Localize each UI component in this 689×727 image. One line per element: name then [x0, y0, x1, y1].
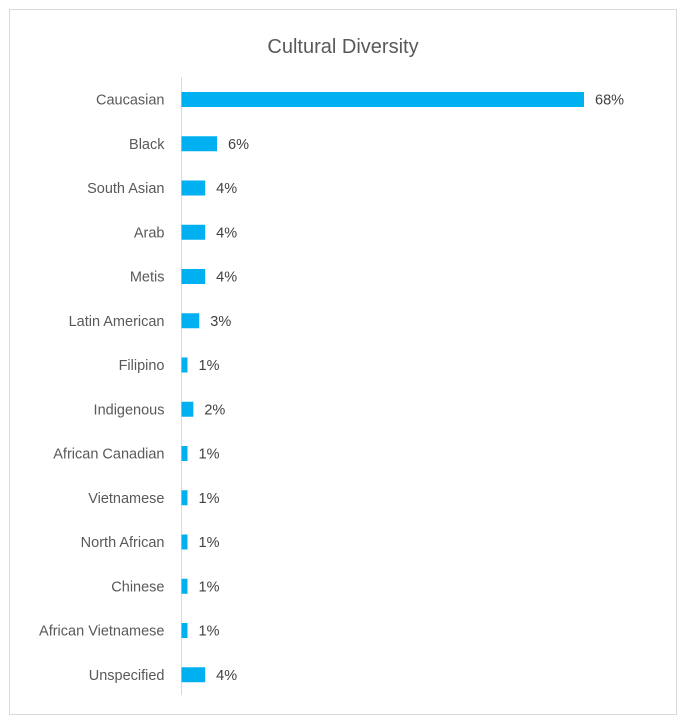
- category-label-caucasian: Caucasian: [96, 93, 165, 109]
- category-label-south-asian: South Asian: [87, 181, 164, 197]
- data-label-indigenous: 2%: [204, 402, 225, 418]
- bar-latin-american: [181, 313, 200, 329]
- data-label-vietnamese: 1%: [199, 491, 220, 507]
- bar-south-asian: [181, 180, 206, 196]
- category-label-african-vietnamese: African Vietnamese: [39, 624, 164, 640]
- data-labels: 68% 6% 4% 4% 4% 3% 1% 2% 1% 1% 1% 1% 1% 4%: [199, 93, 625, 684]
- category-label-chinese: Chinese: [111, 579, 164, 595]
- bar-chinese: [181, 578, 188, 594]
- data-label-south-asian: 4%: [216, 181, 237, 197]
- category-label-black: Black: [129, 137, 165, 153]
- bar-vietnamese: [181, 490, 188, 506]
- chart-title: Cultural Diversity: [267, 36, 419, 58]
- data-label-black: 6%: [228, 137, 249, 153]
- bar-indigenous: [181, 401, 194, 417]
- bar-filipino: [181, 357, 188, 373]
- category-label-north-african: North African: [81, 535, 165, 551]
- bar-african-vietnamese: [181, 623, 188, 638]
- category-label-filipino: Filipino: [119, 358, 165, 374]
- data-label-north-african: 1%: [199, 535, 220, 551]
- bar-metis: [181, 269, 206, 284]
- category-labels: Caucasian Black South Asian Arab Metis Latin …: [39, 93, 165, 684]
- data-label-latin-american: 3%: [210, 314, 231, 330]
- category-label-latin-american: Latin American: [69, 314, 165, 330]
- data-label-filipino: 1%: [199, 358, 220, 374]
- data-label-african-vietnamese: 1%: [199, 624, 220, 640]
- category-label-indigenous: Indigenous: [94, 402, 165, 418]
- bar-black: [181, 136, 218, 152]
- data-label-african-canadian: 1%: [199, 447, 220, 463]
- data-label-arab: 4%: [216, 225, 237, 241]
- category-label-vietnamese: Vietnamese: [88, 491, 164, 507]
- data-label-metis: 4%: [216, 270, 237, 286]
- category-label-unspecified: Unspecified: [89, 668, 165, 684]
- category-label-arab: Arab: [134, 225, 165, 241]
- bar-caucasian: [181, 92, 584, 107]
- bar-african-canadian: [181, 446, 188, 461]
- data-label-chinese: 1%: [199, 579, 220, 595]
- bar-arab: [181, 224, 206, 240]
- data-label-unspecified: 4%: [216, 668, 237, 684]
- data-label-caucasian: 68%: [595, 93, 624, 109]
- category-label-african-canadian: African Canadian: [53, 447, 164, 463]
- category-label-metis: Metis: [130, 270, 165, 286]
- chart-area: Cultural Diversity: [9, 9, 677, 715]
- bars: [181, 92, 584, 683]
- bar-unspecified: [181, 667, 206, 683]
- bar-north-african: [181, 534, 188, 550]
